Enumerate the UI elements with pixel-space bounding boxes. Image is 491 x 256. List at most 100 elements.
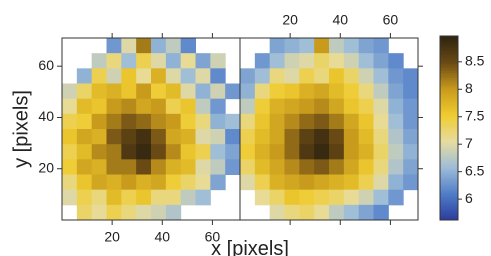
colorbar-segment [440, 82, 458, 85]
heatmap-cell [358, 189, 374, 206]
colorbar-segment [440, 70, 458, 74]
heatmap-cell [225, 83, 241, 100]
heatmap-cell [136, 38, 152, 54]
colorbar-segment [440, 109, 458, 113]
heatmap-cell [91, 174, 107, 191]
heatmap-cell [91, 159, 107, 175]
heatmap-cell [121, 98, 137, 115]
colorbar-tick-label: 7.5 [465, 107, 485, 123]
y-axis-label: y [pixels] [10, 90, 32, 168]
heatmap-cell [254, 144, 271, 160]
colorbar-segment [440, 88, 458, 92]
heatmap-cell [314, 53, 330, 69]
heatmap-cell [180, 174, 196, 191]
heatmap-cell [240, 113, 256, 130]
heatmap-cell [284, 98, 300, 115]
heatmap-cell [373, 189, 389, 206]
heatmap-cell [403, 98, 419, 115]
heatmap-cell [403, 113, 419, 130]
heatmap-cell [343, 98, 360, 115]
heatmap-cell [106, 189, 122, 206]
colorbar-segment [440, 155, 458, 159]
heatmap-cell [151, 68, 167, 84]
heatmap-cell [106, 144, 122, 160]
heatmap-cell [240, 174, 256, 191]
colorbar-segment [440, 128, 458, 131]
heatmap-cell [269, 189, 285, 206]
colorbar-segment [440, 42, 458, 46]
heatmap-cell [180, 144, 196, 160]
heatmap-cell [151, 174, 167, 191]
heatmap-cell [106, 113, 122, 130]
colorbar-segment [440, 187, 458, 191]
colorbar-segment [440, 178, 458, 182]
heatmap-cell [373, 113, 389, 130]
heatmap-cell [240, 159, 256, 175]
colorbar-segment [440, 180, 458, 184]
heatmap-cell [358, 159, 374, 175]
colorbar-tick-label: 8 [465, 80, 473, 96]
heatmap-cell [358, 98, 374, 115]
colorbar-segment [440, 121, 458, 124]
heatmap-cell [299, 189, 315, 206]
heatmap-cell [343, 204, 360, 221]
heatmap-cell [136, 189, 152, 206]
colorbar-segment [440, 148, 458, 152]
heatmap-cell [284, 204, 300, 221]
heatmap-cell [329, 159, 345, 175]
colorbar-segment [440, 45, 458, 48]
colorbar-segment [440, 151, 458, 154]
heatmap-cell [269, 38, 285, 54]
heatmap-cell [269, 68, 285, 84]
colorbar-segment [440, 201, 458, 205]
colorbar-segment [440, 75, 458, 78]
heatmap-cell [106, 174, 122, 191]
colorbar-tick-label: 6.5 [465, 162, 485, 178]
heatmap-cell [180, 68, 196, 84]
colorbar-segment [440, 130, 458, 134]
heatmap-cell [165, 189, 182, 206]
heatmap-cell [284, 113, 300, 130]
heatmap-cell [180, 53, 196, 69]
heatmap-cell [329, 129, 345, 145]
colorbar-segment [440, 199, 458, 203]
colorbar-segment [440, 114, 458, 117]
colorbar-segment [440, 153, 458, 157]
heatmap-cell [373, 98, 389, 115]
heatmap-cell [373, 53, 389, 69]
heatmap-cell [373, 159, 389, 175]
heatmap-cell [269, 204, 285, 221]
heatmap-cell [373, 68, 389, 84]
heatmap-cell [136, 83, 152, 100]
heatmap-cell [76, 189, 93, 206]
colorbar-segment [440, 213, 458, 216]
heatmap-cell [210, 98, 226, 115]
heatmap-cell [329, 53, 345, 69]
heatmap-cell [91, 129, 107, 145]
heatmap-cell [254, 98, 271, 115]
heatmap-cell [299, 144, 315, 160]
heatmap-cell [62, 174, 78, 191]
heatmap-cell [62, 189, 78, 206]
heatmap-cell [180, 38, 196, 54]
heatmap-cell [314, 98, 330, 115]
heatmap-cell [329, 98, 345, 115]
colorbar-segment [440, 185, 458, 189]
heatmap-cell [388, 174, 404, 191]
heatmap-cell [358, 174, 374, 191]
colorbar-segment [440, 95, 458, 99]
heatmap-cell [165, 144, 182, 160]
heatmap-cell [106, 83, 122, 100]
heatmap-cell [91, 113, 107, 130]
colorbar-segment [440, 174, 458, 177]
heatmap-cell [121, 83, 137, 100]
heatmap-cell [121, 204, 137, 221]
heatmap-cell [403, 144, 419, 160]
heatmap-cell [62, 159, 78, 175]
heatmap-cell [121, 189, 137, 206]
heatmap-cell [62, 129, 78, 145]
heatmap-cell [269, 53, 285, 69]
heatmap-cell [299, 129, 315, 145]
heatmap-cell [195, 68, 211, 84]
